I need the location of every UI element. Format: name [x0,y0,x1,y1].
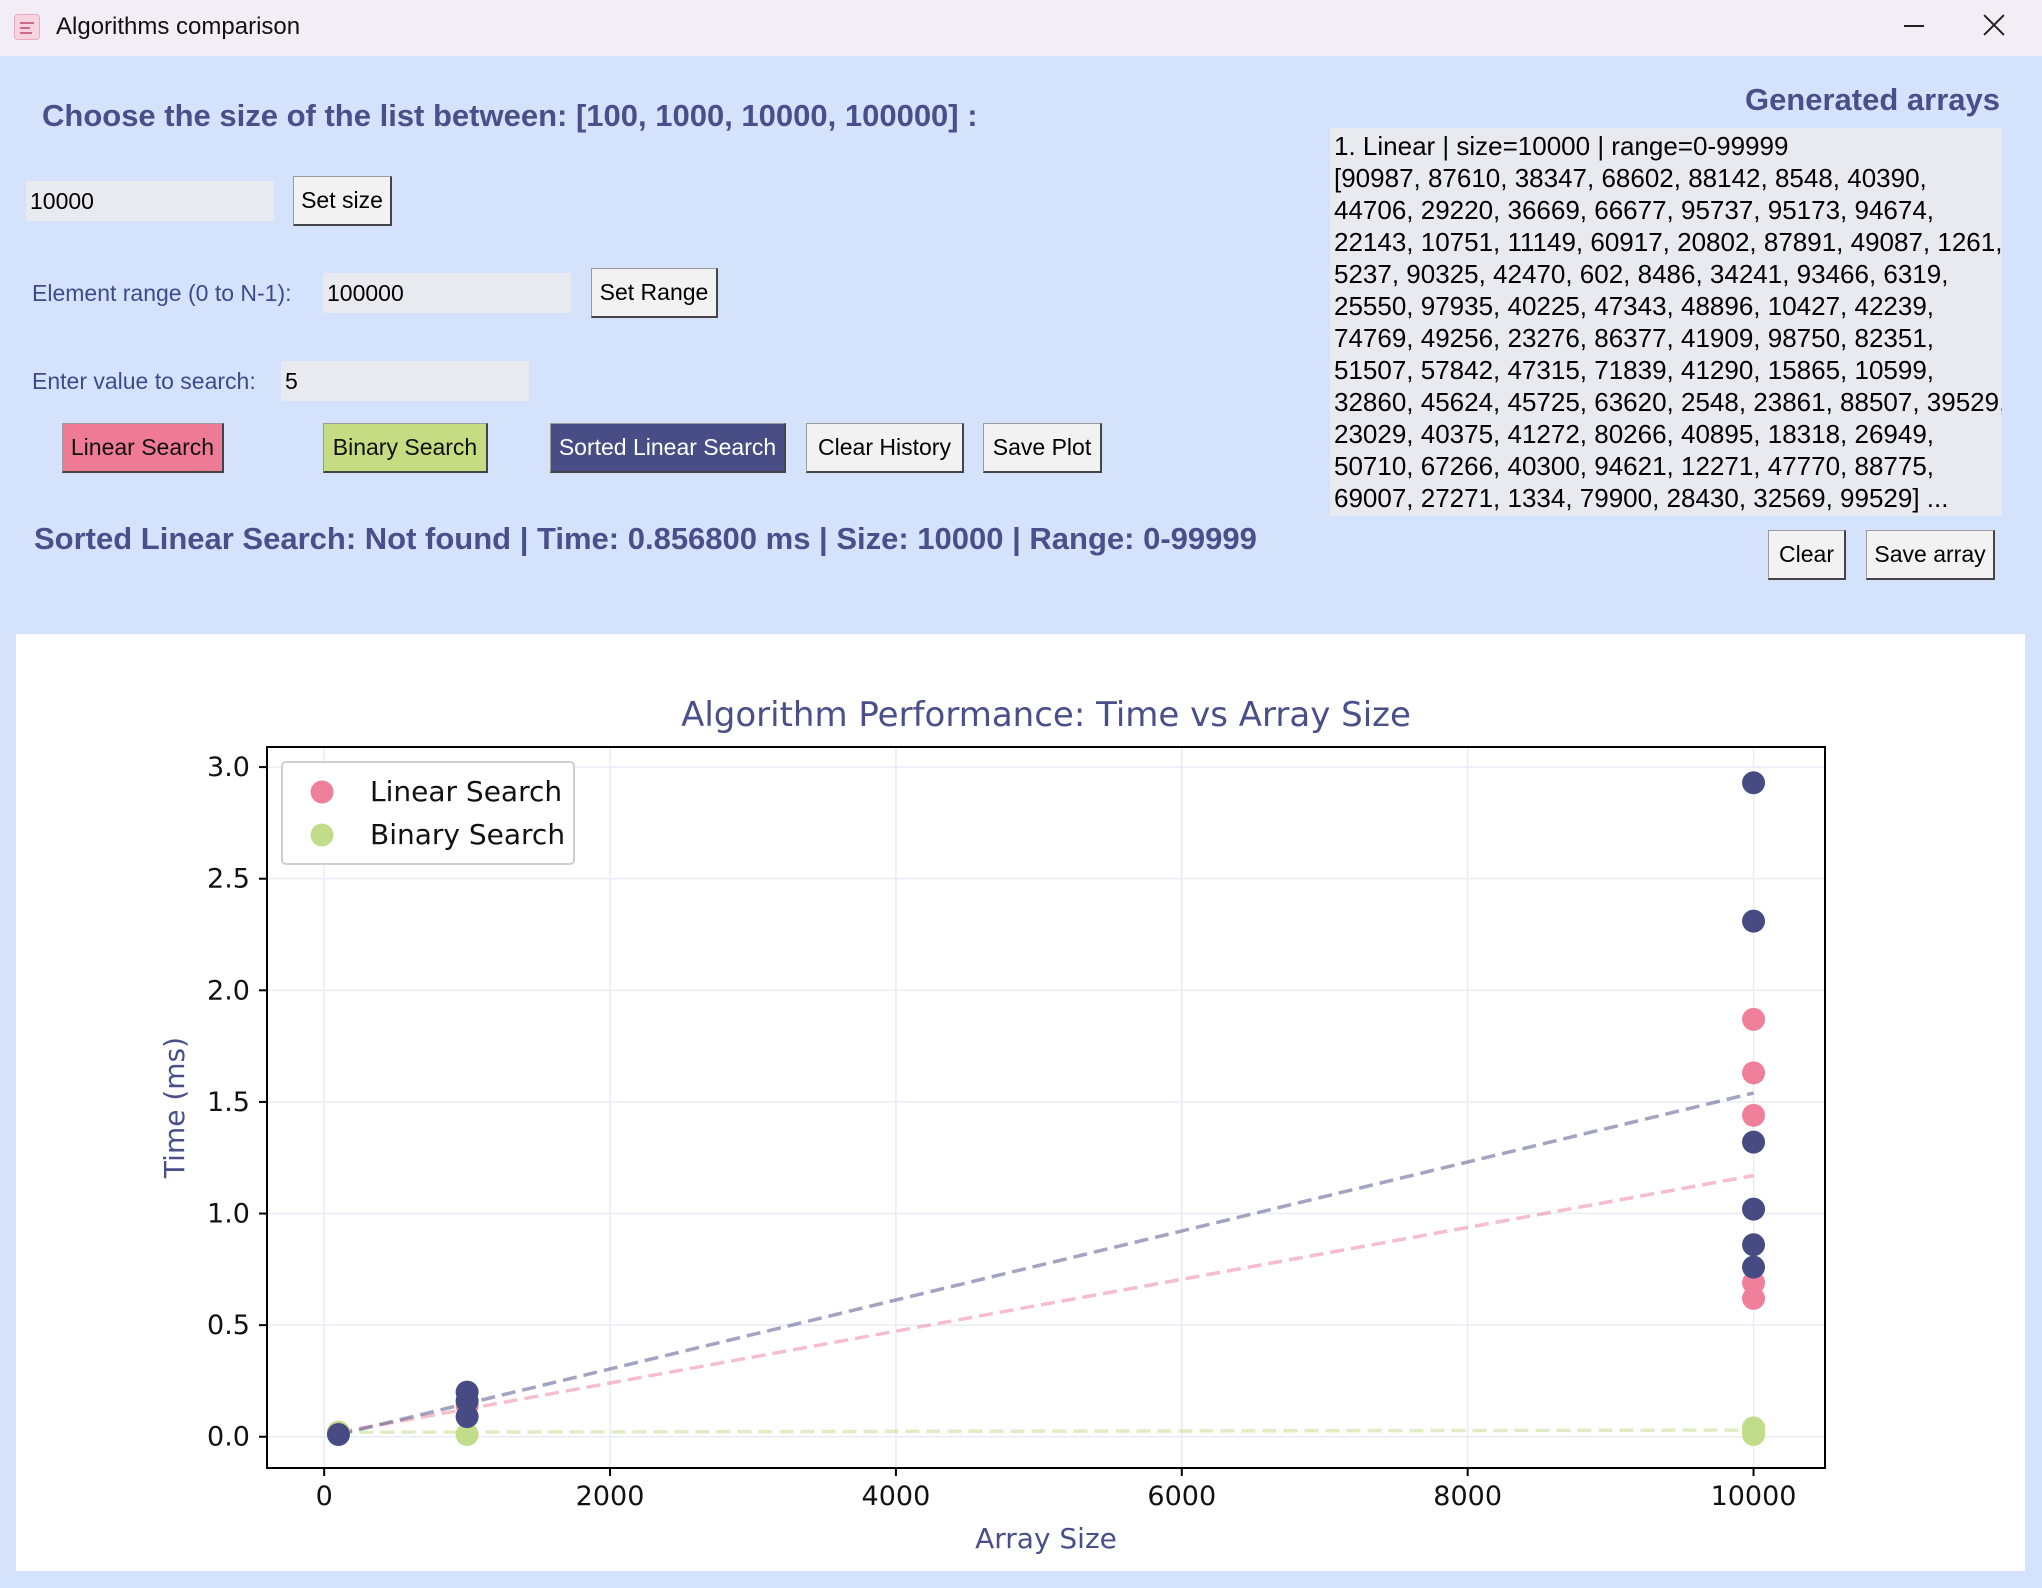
trend-line [338,1173,1754,1435]
legend-box [281,761,575,865]
arrays-text-area[interactable]: 1. Linear | size=10000 | range=0-99999 [… [1330,128,2002,516]
binary-search-button[interactable]: Binary Search [323,423,488,473]
arrays-line: 1. Linear | size=10000 | range=0-99999 [1334,131,1789,161]
x-tick-label: 8000 [1433,1481,1502,1512]
legend-marker [310,823,334,847]
legend-label: Binary Search [370,818,565,851]
data-point [455,1405,479,1429]
x-tick-label: 6000 [1147,1481,1216,1512]
arrays-line: 23029, 40375, 41272, 80266, 40895, 18318… [1334,419,1935,449]
data-point [1742,1286,1766,1310]
arrays-line: 74769, 49256, 23276, 86377, 41909, 98750… [1334,323,1935,353]
maximize-icon[interactable] [1870,0,1936,50]
arrays-line: 5237, 90325, 42470, 602, 8486, 34241, 93… [1334,259,1949,289]
data-point [326,1423,350,1447]
data-point [1742,1007,1766,1031]
x-axis-label: Array Size [975,1522,1117,1555]
size-heading: Choose the size of the list between: [10… [42,98,978,133]
plot-frame [266,746,1826,1469]
data-point [455,1423,479,1447]
data-point [1742,1423,1766,1447]
range-label: Element range (0 to N-1): [32,280,292,306]
data-point [1742,1233,1766,1257]
y-tick-label: 0.5 [207,1310,250,1341]
performance-chart: 0 2000 4000 6000 8000 10000 0.0 0.5 1.0 1.5 2.0 2.5… [158,695,1826,1555]
save-plot-button[interactable]: Save Plot [983,423,1102,473]
arrays-line: 25550, 97935, 40225, 47343, 48896, 10427… [1334,291,1935,321]
arrays-line: 50710, 67266, 40300, 94621, 12271, 47770… [1334,451,1935,481]
clear-arrays-button[interactable]: Clear [1768,530,1846,580]
linear-search-button[interactable]: Linear Search [62,423,224,473]
arrays-title: Generated arrays [1744,82,2000,117]
data-point [1742,1197,1766,1221]
arrays-line: 69007, 27271, 1334, 79900, 28430, 32569,… [1334,483,1949,513]
minimize-icon[interactable] [1870,0,1936,50]
y-tick-label: 3.0 [207,752,250,783]
data-point [1742,1255,1766,1279]
x-tick-label: 4000 [862,1481,931,1512]
chart-title: Algorithm Performance: Time vs Array Siz… [681,695,1411,735]
arrays-line: 32860, 45624, 45725, 63620, 2548, 23861,… [1334,387,2002,417]
arrays-line: 51507, 57842, 47315, 71839, 41290, 15865… [1334,355,1935,385]
plot-panel: 0 2000 4000 6000 8000 10000 0.0 0.5 1.0 1.5 2.0 2.5… [16,634,2025,1571]
y-tick-label: 1.5 [207,1087,250,1118]
app-icon [14,14,40,40]
data-point [1742,1103,1766,1127]
search-label: Enter value to search: [32,368,256,394]
trend-line [338,1428,1754,1435]
sorted-linear-search-button[interactable]: Sorted Linear Search [550,423,786,473]
set-size-button[interactable]: Set size [293,176,392,226]
data-point [1742,1061,1766,1085]
legend-label: Linear Search [370,775,562,808]
data-point [1742,1130,1766,1154]
arrays-line: 44706, 29220, 36669, 66677, 95737, 95173… [1334,195,1935,225]
x-tick-label: 2000 [576,1481,645,1512]
legend-marker [310,780,334,804]
search-input[interactable] [281,361,529,401]
range-input[interactable] [323,273,571,313]
data-point [1742,909,1766,933]
data-point [1742,771,1766,795]
arrays-line: 22143, 10751, 11149, 60917, 20802, 87891… [1334,227,2002,257]
y-tick-label: 1.0 [207,1199,250,1230]
y-tick-label: 2.0 [207,975,250,1006]
arrays-line: [90987, 87610, 38347, 68602, 88142, 8548… [1334,163,1927,193]
title-bar: Algorithms comparison [0,0,2042,56]
x-tick-label: 0 [316,1481,333,1512]
y-tick-label: 2.5 [207,864,250,895]
close-icon[interactable] [1964,0,2030,50]
y-tick-label: 0.0 [207,1422,250,1453]
status-text: Sorted Linear Search: Not found | Time: … [34,521,1257,556]
set-range-button[interactable]: Set Range [591,268,718,318]
size-input[interactable] [26,181,274,221]
y-axis-label: Time (ms) [158,1037,191,1179]
window-title: Algorithms comparison [56,13,301,40]
trend-line [338,1091,1754,1437]
x-tick-label: 10000 [1711,1481,1797,1512]
clear-history-button[interactable]: Clear History [806,423,964,473]
save-array-button[interactable]: Save array [1866,530,1995,580]
